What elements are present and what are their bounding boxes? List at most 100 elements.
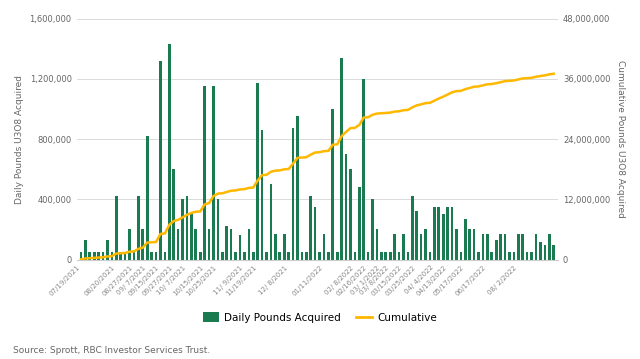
Bar [531, 252, 533, 260]
Bar [225, 227, 228, 260]
Bar [230, 229, 232, 260]
Bar [186, 196, 188, 260]
Bar [199, 252, 202, 260]
Bar [397, 252, 401, 260]
Bar [499, 234, 502, 260]
Bar [287, 252, 290, 260]
Bar [190, 214, 193, 260]
Bar [212, 86, 215, 260]
Bar [495, 240, 497, 260]
Bar [446, 207, 449, 260]
Bar [367, 252, 369, 260]
Bar [221, 252, 223, 260]
Bar [406, 252, 409, 260]
Bar [278, 252, 281, 260]
Bar [132, 252, 135, 260]
Bar [394, 234, 396, 260]
Bar [468, 229, 471, 260]
Text: Source: Sprott, RBC Investor Services Trust.: Source: Sprott, RBC Investor Services Tr… [13, 346, 210, 355]
Bar [274, 234, 276, 260]
Bar [79, 252, 83, 260]
Bar [120, 252, 122, 260]
Bar [257, 83, 259, 260]
Bar [327, 252, 330, 260]
Bar [539, 242, 541, 260]
Bar [177, 229, 179, 260]
Bar [164, 252, 166, 260]
Bar [402, 234, 404, 260]
Bar [460, 252, 462, 260]
Bar [216, 199, 220, 260]
Bar [513, 252, 515, 260]
Bar [362, 79, 365, 260]
Bar [433, 207, 436, 260]
Bar [371, 199, 374, 260]
Bar [292, 129, 294, 260]
Bar [345, 154, 348, 260]
Bar [389, 252, 392, 260]
Bar [517, 234, 520, 260]
Bar [305, 252, 308, 260]
Bar [84, 240, 86, 260]
Bar [102, 252, 104, 260]
Y-axis label: Cumulative Pounds U3O8 Acquired: Cumulative Pounds U3O8 Acquired [616, 60, 625, 218]
Bar [195, 229, 197, 260]
Bar [376, 229, 378, 260]
Bar [349, 169, 352, 260]
Bar [482, 234, 484, 260]
Bar [168, 44, 171, 260]
Bar [204, 86, 206, 260]
Bar [415, 211, 418, 260]
Bar [477, 252, 480, 260]
Bar [88, 252, 91, 260]
Bar [340, 58, 343, 260]
Legend: Daily Pounds Acquired, Cumulative: Daily Pounds Acquired, Cumulative [199, 308, 441, 327]
Bar [208, 229, 211, 260]
Bar [526, 252, 529, 260]
Bar [234, 252, 237, 260]
Bar [93, 252, 95, 260]
Bar [473, 229, 476, 260]
Y-axis label: Daily Pounds U3O8 Acquired: Daily Pounds U3O8 Acquired [15, 75, 24, 204]
Bar [243, 252, 246, 260]
Bar [522, 234, 524, 260]
Bar [172, 169, 175, 260]
Bar [265, 252, 268, 260]
Bar [301, 252, 303, 260]
Bar [115, 196, 118, 260]
Bar [137, 196, 140, 260]
Bar [155, 252, 157, 260]
Bar [296, 116, 299, 260]
Bar [141, 229, 144, 260]
Bar [429, 252, 431, 260]
Bar [150, 252, 153, 260]
Bar [543, 244, 546, 260]
Bar [420, 234, 422, 260]
Bar [181, 199, 184, 260]
Bar [260, 130, 264, 260]
Bar [358, 187, 360, 260]
Bar [159, 61, 162, 260]
Bar [548, 234, 550, 260]
Bar [424, 229, 427, 260]
Bar [336, 252, 339, 260]
Bar [464, 219, 467, 260]
Bar [451, 207, 453, 260]
Bar [314, 207, 316, 260]
Bar [106, 240, 109, 260]
Bar [146, 136, 148, 260]
Bar [353, 252, 356, 260]
Bar [239, 236, 241, 260]
Bar [318, 252, 321, 260]
Bar [283, 234, 285, 260]
Bar [380, 252, 383, 260]
Bar [411, 196, 413, 260]
Bar [97, 252, 100, 260]
Bar [332, 109, 334, 260]
Bar [442, 214, 445, 260]
Bar [508, 252, 511, 260]
Bar [309, 196, 312, 260]
Bar [455, 229, 458, 260]
Bar [552, 244, 555, 260]
Bar [248, 229, 250, 260]
